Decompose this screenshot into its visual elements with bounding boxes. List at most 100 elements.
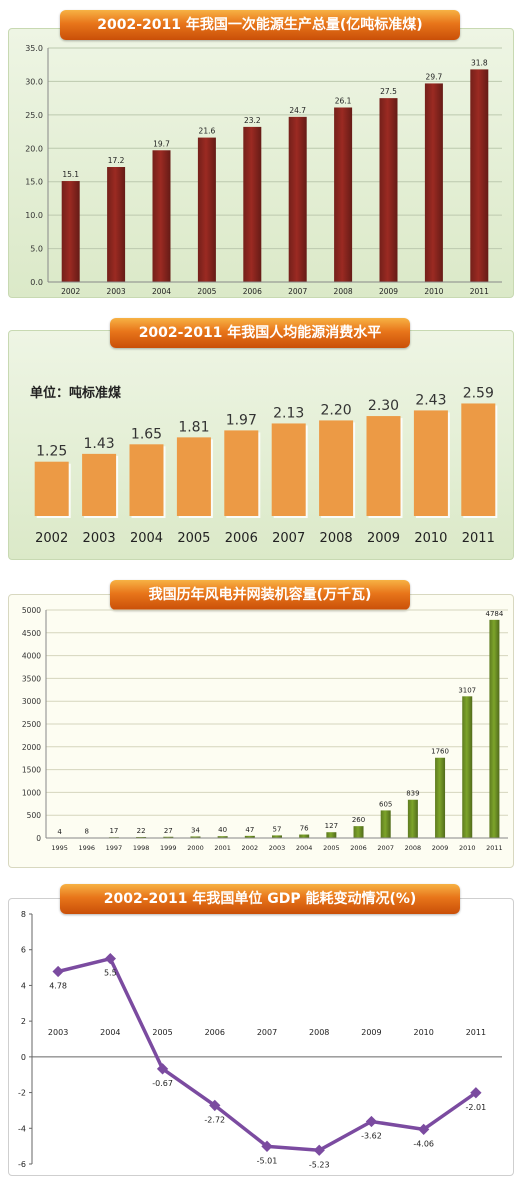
y-tick-label: 4 <box>21 981 26 990</box>
x-tick-label: 2006 <box>243 287 262 296</box>
data-label: 605 <box>379 800 392 808</box>
x-tick-label: 2007 <box>257 1028 277 1037</box>
bar <box>424 83 443 282</box>
bar <box>136 836 147 838</box>
y-tick-label: 2500 <box>22 720 41 729</box>
data-label: 17.2 <box>108 156 125 165</box>
data-label: -3.62 <box>361 1132 382 1141</box>
data-label: 34 <box>191 826 200 834</box>
series-line <box>57 956 477 1152</box>
x-tick-label: 2011 <box>486 844 503 852</box>
bar <box>299 834 310 838</box>
data-label: -5.01 <box>257 1156 278 1165</box>
bar <box>129 444 164 516</box>
data-point <box>104 952 116 965</box>
x-tick-label: 2008 <box>320 531 353 546</box>
gdp-chart-title: 2002-2011 年我国单位 GDP 能耗变动情况(%) <box>60 884 460 914</box>
x-tick-label: 2003 <box>269 844 286 852</box>
x-tick-label: 2011 <box>462 531 495 546</box>
x-tick-label: 2008 <box>309 1028 329 1037</box>
x-tick-label: 2004 <box>152 287 171 296</box>
bar <box>407 799 418 838</box>
y-tick-label: 4000 <box>22 652 41 661</box>
x-tick-label: 1997 <box>106 844 123 852</box>
data-point <box>52 965 64 978</box>
x-tick-label: 2004 <box>130 531 163 546</box>
y-tick-label: 2000 <box>22 743 41 752</box>
x-tick-label: 2007 <box>377 844 394 852</box>
bar <box>380 810 391 838</box>
bar <box>489 619 500 838</box>
y-tick-label: 4500 <box>22 629 41 638</box>
bar <box>326 832 337 838</box>
x-tick-label: 2011 <box>470 287 489 296</box>
y-tick-label: 3000 <box>22 697 41 706</box>
y-tick-label: 5000 <box>22 606 41 615</box>
bar <box>272 835 282 838</box>
bar <box>217 836 228 838</box>
x-tick-label: 2004 <box>100 1028 120 1037</box>
data-label: 127 <box>325 822 338 830</box>
data-label: 76 <box>300 825 309 833</box>
wind-chart-card <box>8 594 514 868</box>
x-tick-label: 1995 <box>51 844 68 852</box>
data-label: 1.97 <box>226 412 257 428</box>
data-label: 29.7 <box>426 72 443 81</box>
bar <box>288 116 307 282</box>
data-label: 47 <box>245 826 254 834</box>
x-tick-label: 2003 <box>107 287 126 296</box>
data-label: 2.59 <box>463 385 494 401</box>
x-tick-label: 2005 <box>323 844 340 852</box>
y-tick-label: 10.0 <box>25 211 43 220</box>
data-point <box>365 1115 378 1128</box>
percapita-unit-label: 单位：吨标准煤 <box>30 386 122 401</box>
data-label: -4.06 <box>413 1139 434 1148</box>
y-tick-label: -4 <box>18 1124 26 1133</box>
data-label: 8 <box>85 828 89 836</box>
bar <box>435 757 446 838</box>
bar <box>461 403 496 516</box>
data-label: 2.13 <box>273 405 304 421</box>
x-tick-label: 2002 <box>242 844 259 852</box>
x-tick-label: 2010 <box>413 1028 433 1037</box>
bar <box>163 836 174 838</box>
x-tick-label: 2010 <box>424 287 443 296</box>
data-label: 23.2 <box>244 116 261 125</box>
y-tick-label: 35.0 <box>25 44 43 53</box>
data-label: -0.67 <box>152 1079 173 1088</box>
data-label: 15.1 <box>62 170 79 179</box>
y-tick-label: 15.0 <box>25 178 43 187</box>
data-label: 40 <box>218 826 227 834</box>
data-label: 17 <box>109 827 118 835</box>
y-tick-label: 6 <box>21 946 26 955</box>
x-tick-label: 2005 <box>197 287 216 296</box>
y-tick-label: 0.0 <box>30 278 43 287</box>
data-label: 1.43 <box>84 436 115 452</box>
data-label: 1760 <box>431 748 449 756</box>
data-label: 31.8 <box>471 58 488 67</box>
wind-chart-svg: 0 500 1000 1500 2000 2500 3000 3500 4000 4500 5000… <box>22 606 508 852</box>
data-label: 4 <box>57 828 62 836</box>
x-tick-label: 2009 <box>432 844 449 852</box>
data-label: 260 <box>352 816 365 824</box>
bar <box>366 416 401 516</box>
bar <box>334 107 353 282</box>
y-tick-label: 30.0 <box>25 77 43 86</box>
data-label: 4.78 <box>49 982 67 991</box>
production-chart-svg: 0.0 5.0 10.0 15.0 20.0 25.0 30.0 35.0 15.1 2002 17… <box>25 44 502 296</box>
y-tick-label: 25.0 <box>25 111 43 120</box>
x-tick-label: 2007 <box>272 531 305 546</box>
data-label: 839 <box>406 790 419 798</box>
y-tick-label: 0 <box>21 1053 26 1062</box>
y-tick-label: 1500 <box>22 766 41 775</box>
percapita-chart-svg: 1.25 2002 1.43 2003 1.65 2004 1.81 2005 1.97 2006… <box>34 385 498 546</box>
x-tick-label: 2011 <box>466 1028 486 1037</box>
x-tick-label: 2002 <box>35 531 68 546</box>
bar <box>224 430 259 516</box>
data-label: -5.23 <box>309 1160 330 1169</box>
x-tick-label: 1998 <box>133 844 150 852</box>
y-tick-label: 0 <box>36 834 41 843</box>
bar <box>61 181 80 282</box>
x-tick-label: 1999 <box>160 844 177 852</box>
wind-chart-panel: 我国历年风电并网装机容量(万千瓦) 0 500 1000 1500 2000 2500 30… <box>8 580 514 868</box>
